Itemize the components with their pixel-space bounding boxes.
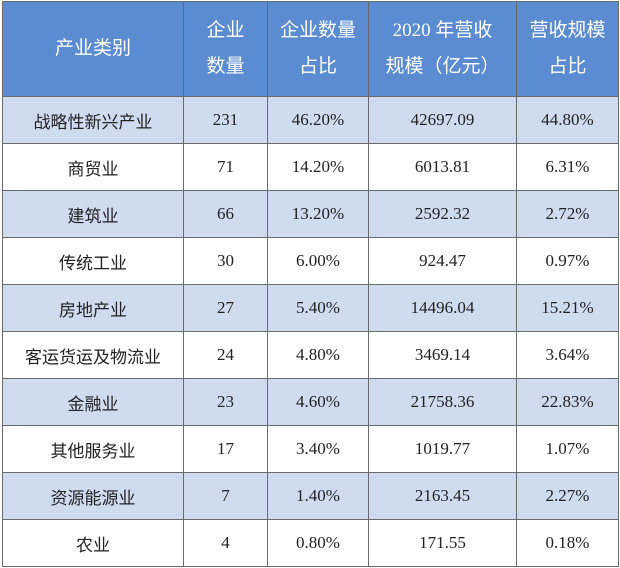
- table-cell: 7: [183, 472, 268, 520]
- table-cell: 2.72%: [516, 190, 619, 238]
- table-cell: 171.55: [368, 519, 517, 567]
- header-text: 占比: [298, 56, 337, 77]
- table-cell: 44.80%: [516, 96, 619, 144]
- table-body: 战略性新兴产业 231 46.20% 42697.09 44.80% 商贸业 71 14.20…: [2, 96, 619, 567]
- table-cell: 6.31%: [516, 143, 619, 191]
- table-row: 农业 4 0.80% 171.55 0.18%: [2, 519, 619, 567]
- table-row: 资源能源业 7 1.40% 2163.45 2.27%: [2, 472, 619, 520]
- table-cell: 13.20%: [267, 190, 369, 238]
- table-cell: 66: [183, 190, 268, 238]
- table-cell: 231: [183, 96, 268, 144]
- table-cell: 4.80%: [267, 331, 369, 379]
- header-text: 数量: [206, 56, 245, 77]
- table-cell: 农业: [2, 519, 184, 567]
- header-cell: 营收规模 占比: [516, 1, 619, 97]
- header-text: 占比: [548, 56, 587, 77]
- table-cell: 传统工业: [2, 237, 184, 285]
- table-cell: 0.18%: [516, 519, 619, 567]
- table-cell: 3469.14: [368, 331, 517, 379]
- table-cell: 1.07%: [516, 425, 619, 473]
- table-cell: 资源能源业: [2, 472, 184, 520]
- table-cell: 22.83%: [516, 378, 619, 426]
- table-row: 金融业 23 4.60% 21758.36 22.83%: [2, 378, 619, 426]
- table-cell: 其他服务业: [2, 425, 184, 473]
- table-row: 商贸业 71 14.20% 6013.81 6.31%: [2, 143, 619, 191]
- table-cell: 21758.36: [368, 378, 517, 426]
- table-cell: 23: [183, 378, 268, 426]
- table-cell: 客运货运及物流业: [2, 331, 184, 379]
- table-cell: 建筑业: [2, 190, 184, 238]
- table-cell: 商贸业: [2, 143, 184, 191]
- table-row: 客运货运及物流业 24 4.80% 3469.14 3.64%: [2, 331, 619, 379]
- table-row: 其他服务业 17 3.40% 1019.77 1.07%: [2, 425, 619, 473]
- table-cell: 1019.77: [368, 425, 517, 473]
- header-text: 2020 年营收: [392, 20, 493, 41]
- table-cell: 0.80%: [267, 519, 369, 567]
- table-cell: 3.40%: [267, 425, 369, 473]
- table-cell: 71: [183, 143, 268, 191]
- table-cell: 27: [183, 284, 268, 332]
- table-cell: 30: [183, 237, 268, 285]
- header-text: 企业数量: [279, 20, 356, 41]
- header-text: 产业类别: [54, 38, 131, 59]
- table-cell: 4: [183, 519, 268, 567]
- table-cell: 2.27%: [516, 472, 619, 520]
- table-cell: 6013.81: [368, 143, 517, 191]
- table-cell: 2592.32: [368, 190, 517, 238]
- table-row: 建筑业 66 13.20% 2592.32 2.72%: [2, 190, 619, 238]
- table-cell: 房地产业: [2, 284, 184, 332]
- table-cell: 15.21%: [516, 284, 619, 332]
- table-cell: 42697.09: [368, 96, 517, 144]
- table-cell: 24: [183, 331, 268, 379]
- table-cell: 4.60%: [267, 378, 369, 426]
- table-cell: 924.47: [368, 237, 517, 285]
- header-cell: 产业类别: [2, 1, 184, 97]
- table-cell: 46.20%: [267, 96, 369, 144]
- table-row: 传统工业 30 6.00% 924.47 0.97%: [2, 237, 619, 285]
- header-text: 营收规模: [529, 20, 606, 41]
- table-cell: 6.00%: [267, 237, 369, 285]
- table-row: 房地产业 27 5.40% 14496.04 15.21%: [2, 284, 619, 332]
- header-row: 产业类别 企业 数量 企业数量 占比 2020 年营收 规模（亿元） 营收规模 占比: [2, 1, 619, 97]
- header-cell: 企业 数量: [183, 1, 268, 97]
- table-row: 战略性新兴产业 231 46.20% 42697.09 44.80%: [2, 96, 619, 144]
- table-cell: 14496.04: [368, 284, 517, 332]
- table-cell: 战略性新兴产业: [2, 96, 184, 144]
- table-cell: 14.20%: [267, 143, 369, 191]
- table-cell: 2163.45: [368, 472, 517, 520]
- header-cell: 2020 年营收 规模（亿元）: [368, 1, 517, 97]
- table-cell: 3.64%: [516, 331, 619, 379]
- header-text: 规模（亿元）: [385, 56, 500, 77]
- header-text: 企业: [206, 20, 245, 41]
- table-cell: 0.97%: [516, 237, 619, 285]
- header-cell: 企业数量 占比: [267, 1, 369, 97]
- table-cell: 5.40%: [267, 284, 369, 332]
- table-cell: 1.40%: [267, 472, 369, 520]
- table-cell: 金融业: [2, 378, 184, 426]
- table-cell: 17: [183, 425, 268, 473]
